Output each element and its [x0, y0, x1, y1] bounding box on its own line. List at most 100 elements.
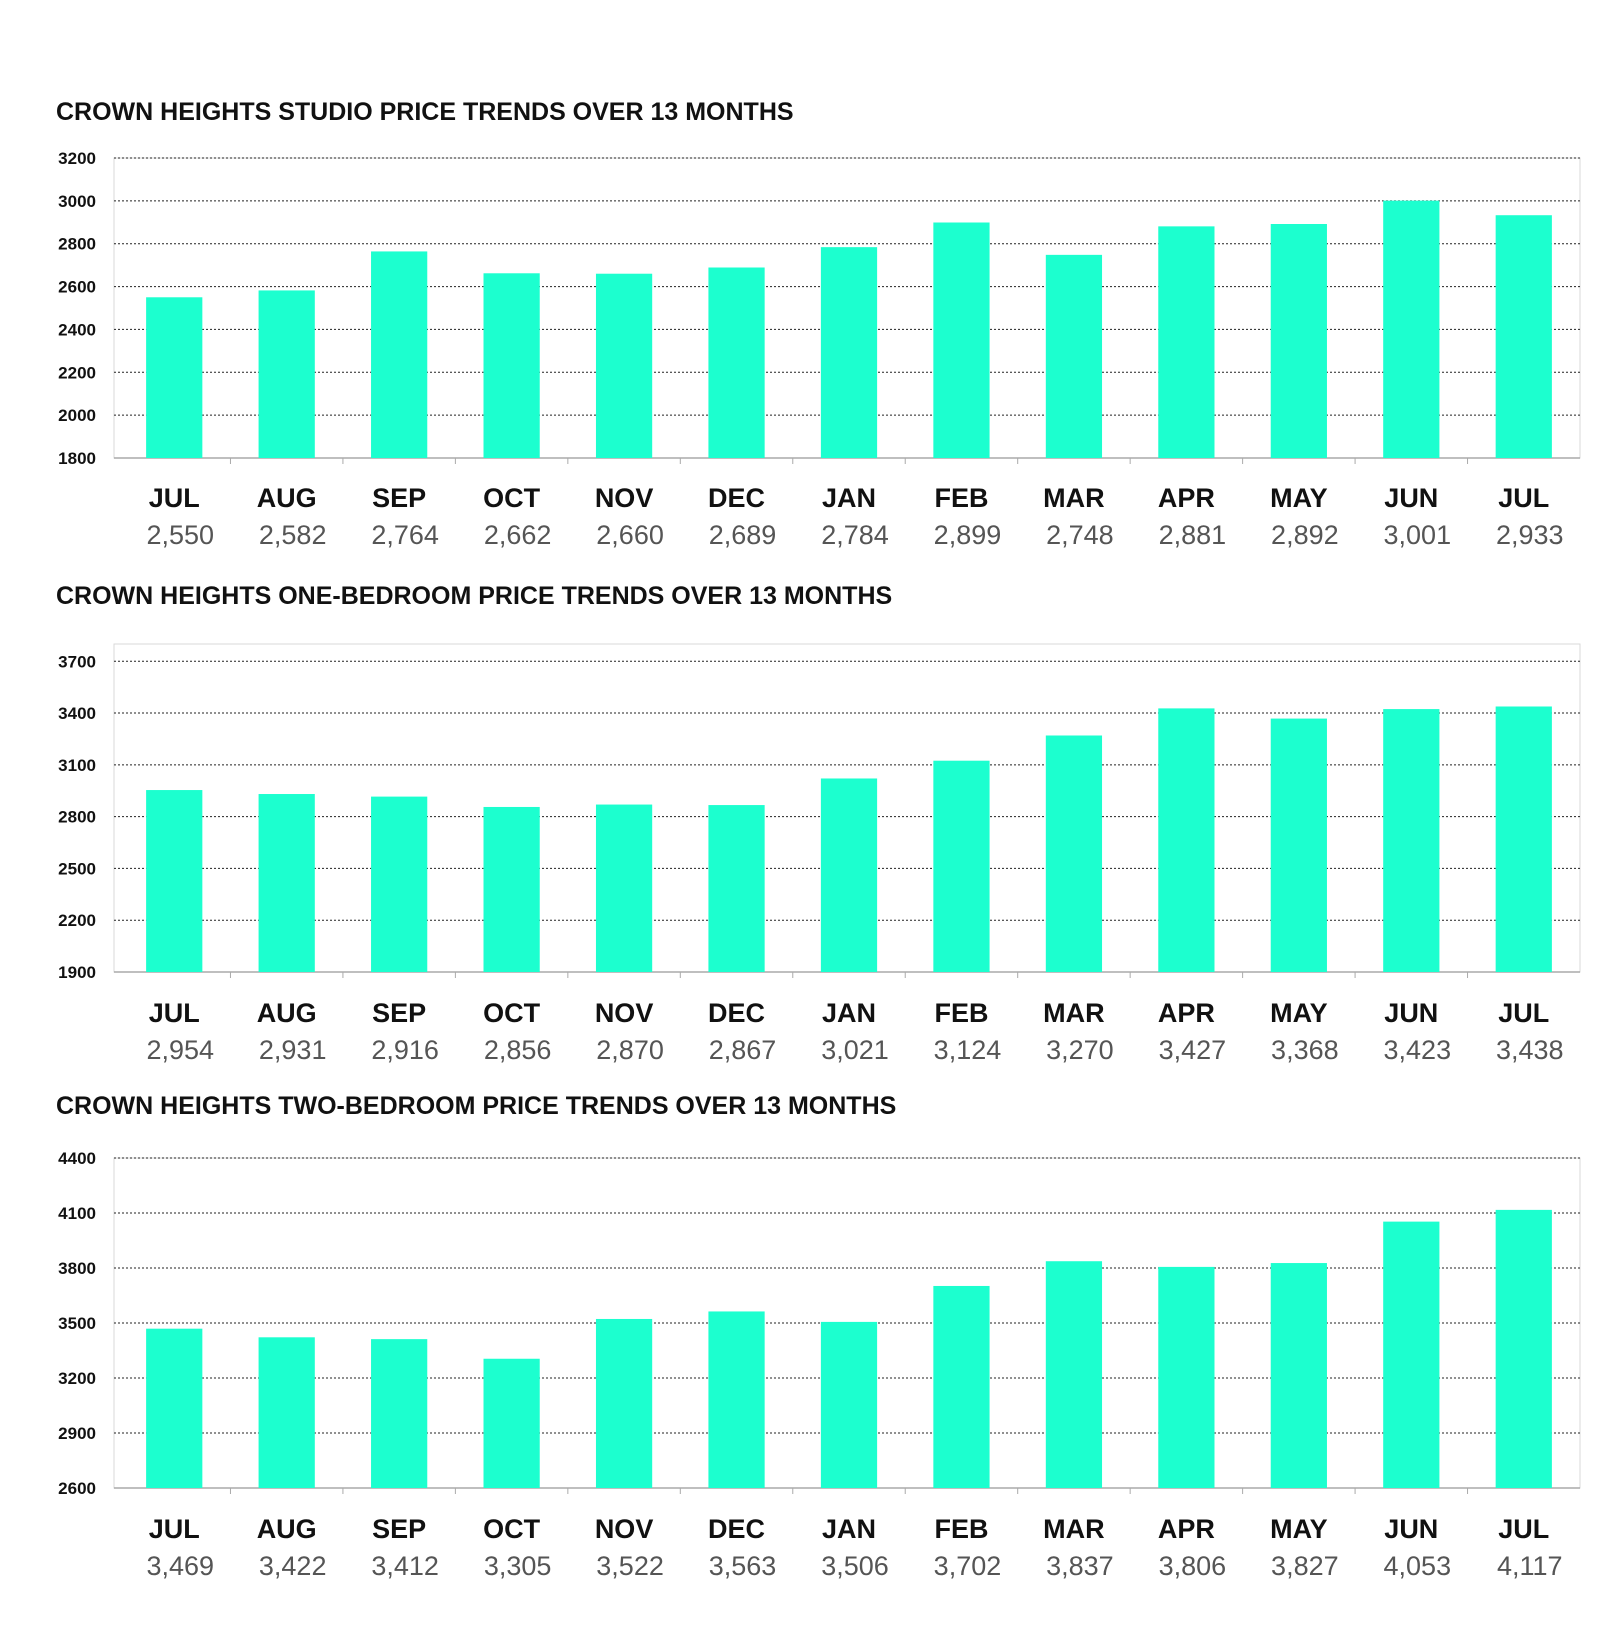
bar [1270, 1263, 1327, 1488]
bar [258, 1337, 315, 1488]
value-label: 2,689 [709, 520, 777, 550]
x-category-label: JUL [1498, 1514, 1549, 1544]
value-label: 2,764 [371, 520, 439, 550]
value-label: 2,870 [596, 1035, 664, 1065]
y-tick-label: 2800 [58, 808, 96, 827]
value-label: 3,806 [1159, 1551, 1227, 1581]
studio-chart: 1800 2000 2200 2400 2600 2800 3000 3200 JUL 2,550… [58, 149, 1581, 550]
value-label: 2,582 [259, 520, 327, 550]
bar [258, 794, 315, 972]
y-tick-label: 1900 [58, 963, 96, 982]
x-category-label: FEB [934, 483, 988, 513]
y-tick-label: 2500 [58, 859, 96, 878]
x-category-label: MAY [1270, 998, 1328, 1028]
x-category-label: SEP [372, 483, 426, 513]
bar [1158, 226, 1215, 458]
value-label: 3,837 [1046, 1551, 1114, 1581]
bar [1045, 735, 1103, 972]
value-label: 3,412 [371, 1551, 439, 1581]
bar [1045, 1261, 1103, 1488]
value-label: 2,550 [146, 520, 214, 550]
bar [933, 1285, 990, 1488]
value-label: 3,522 [596, 1551, 664, 1581]
bar [595, 1318, 653, 1488]
bar [1383, 709, 1440, 972]
value-label: 2,784 [821, 520, 889, 550]
y-tick-label: 3700 [58, 652, 96, 671]
y-tick-label: 2600 [58, 1479, 96, 1498]
x-category-label: JUN [1384, 483, 1438, 513]
x-category-label: JUN [1384, 998, 1438, 1028]
bar [1383, 1221, 1440, 1488]
y-tick-label: 4100 [58, 1204, 96, 1223]
value-label: 3,368 [1271, 1035, 1339, 1065]
bar [146, 297, 203, 458]
y-tick-label: 2200 [58, 911, 96, 930]
x-category-label: MAR [1043, 1514, 1105, 1544]
x-category-label: SEP [372, 998, 426, 1028]
x-category-label: NOV [595, 998, 654, 1028]
x-category-label: APR [1158, 998, 1215, 1028]
value-label: 2,881 [1159, 520, 1227, 550]
x-category-label: JUN [1384, 1514, 1438, 1544]
two-bedroom-chart-title: CROWN HEIGHTS TWO-BEDROOM PRICE TRENDS O… [56, 1092, 897, 1120]
value-label: 2,892 [1271, 520, 1339, 550]
y-tick-label: 1800 [58, 449, 96, 468]
bar [708, 1311, 765, 1488]
bar [595, 804, 653, 972]
value-label: 3,423 [1384, 1035, 1452, 1065]
bar [708, 267, 765, 458]
value-label: 3,438 [1496, 1035, 1564, 1065]
y-tick-label: 2400 [58, 320, 96, 339]
value-label: 3,124 [934, 1035, 1002, 1065]
x-category-label: AUG [257, 1514, 317, 1544]
x-category-label: FEB [934, 1514, 988, 1544]
x-category-label: NOV [595, 483, 654, 513]
value-label: 2,931 [259, 1035, 327, 1065]
x-category-label: DEC [708, 483, 765, 513]
x-category-label: NOV [595, 1514, 654, 1544]
x-category-label: MAY [1270, 483, 1328, 513]
y-tick-label: 3200 [58, 149, 96, 168]
bar [1495, 215, 1552, 458]
value-label: 2,933 [1496, 520, 1564, 550]
one-bedroom-chart: 1900 2200 2500 2800 3100 3400 3700 JUL 2,954 AUG 2… [58, 643, 1581, 1065]
x-category-label: JAN [822, 483, 876, 513]
bar [1495, 1209, 1552, 1488]
x-category-label: DEC [708, 998, 765, 1028]
one-bedroom-chart-block: CROWN HEIGHTS ONE-BEDROOM PRICE TRENDS O… [0, 560, 1600, 1070]
value-label: 3,506 [821, 1551, 889, 1581]
x-category-label: JAN [822, 998, 876, 1028]
x-category-label: FEB [934, 998, 988, 1028]
x-category-label: MAR [1043, 998, 1105, 1028]
value-label: 3,827 [1271, 1551, 1339, 1581]
x-category-label: JUL [149, 998, 200, 1028]
value-label: 2,899 [934, 520, 1002, 550]
bar [1495, 706, 1552, 972]
bar [820, 247, 878, 458]
value-label: 2,867 [709, 1035, 777, 1065]
value-label: 3,021 [821, 1035, 889, 1065]
value-label: 2,660 [596, 520, 664, 550]
value-label: 4,053 [1384, 1551, 1452, 1581]
x-category-label: APR [1158, 1514, 1215, 1544]
bar [595, 273, 653, 458]
studio-chart-title: CROWN HEIGHTS STUDIO PRICE TRENDS OVER 1… [56, 98, 794, 126]
two-bedroom-chart: 2600 2900 3200 3500 3800 4100 4400 JUL 3,469 AUG 3… [58, 1149, 1581, 1581]
x-category-label: OCT [483, 1514, 541, 1544]
bar [1383, 200, 1440, 458]
x-category-label: SEP [372, 1514, 426, 1544]
y-tick-label: 3800 [58, 1259, 96, 1278]
value-label: 3,305 [484, 1551, 552, 1581]
x-category-label: JUL [149, 1514, 200, 1544]
x-category-label: JUL [1498, 998, 1549, 1028]
bar [146, 1328, 203, 1488]
bar [820, 1321, 878, 1488]
x-category-label: OCT [483, 998, 541, 1028]
two-bedroom-chart-block: CROWN HEIGHTS TWO-BEDROOM PRICE TRENDS O… [0, 1070, 1600, 1630]
bar [1270, 718, 1327, 972]
y-tick-label: 4400 [58, 1149, 96, 1168]
value-label: 3,469 [146, 1551, 214, 1581]
bar [371, 796, 428, 972]
value-label: 3,422 [259, 1551, 327, 1581]
